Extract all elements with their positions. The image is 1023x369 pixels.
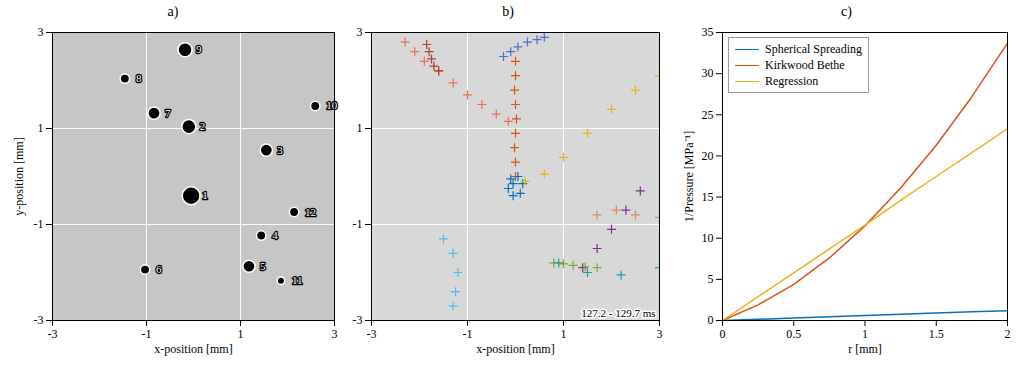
- svg-text:7: 7: [165, 107, 171, 119]
- svg-text:1/Pressure [MPa⁻¹]: 1/Pressure [MPa⁻¹]: [682, 131, 696, 222]
- svg-text:25: 25: [702, 108, 714, 122]
- html-text:c): c): [841, 4, 852, 19]
- html-text:Regression: Regression: [765, 73, 819, 88]
- svg-text:127.2 - 129.7 ms: 127.2 - 129.7 ms: [581, 307, 655, 319]
- svg-text:1: 1: [202, 189, 208, 201]
- svg-text:3: 3: [38, 25, 44, 39]
- svg-text:-3: -3: [367, 327, 377, 341]
- svg-text:15: 15: [702, 190, 714, 204]
- svg-text:1: 1: [862, 327, 868, 341]
- svg-text:-1: -1: [463, 327, 473, 341]
- svg-text:y-position [mm]: y-position [mm]: [12, 137, 26, 215]
- svg-text:4: 4: [272, 229, 278, 241]
- svg-text:x-position [mm]: x-position [mm]: [476, 342, 554, 356]
- html-text:Kirkwood Bethe: Kirkwood Bethe: [765, 57, 845, 72]
- html-text:b): b): [502, 4, 514, 19]
- svg-text:3: 3: [357, 25, 363, 39]
- svg-text:20: 20: [702, 149, 714, 163]
- html-text:Spherical Spreading: Spherical Spreading: [765, 41, 862, 56]
- svg-text:3: 3: [277, 144, 283, 156]
- svg-text:-3: -3: [353, 313, 363, 327]
- svg-text:0: 0: [708, 313, 714, 327]
- svg-text:2: 2: [200, 120, 206, 132]
- svg-text:0.5: 0.5: [786, 327, 801, 341]
- svg-text:10: 10: [326, 99, 338, 111]
- svg-text:x-position [mm]: x-position [mm]: [154, 342, 232, 356]
- svg-text:1: 1: [238, 327, 244, 341]
- svg-text:3: 3: [332, 327, 338, 341]
- svg-text:10: 10: [702, 231, 714, 245]
- svg-text:30: 30: [702, 66, 714, 80]
- svg-text:5: 5: [708, 272, 714, 286]
- svg-text:6: 6: [156, 263, 162, 275]
- svg-text:-3: -3: [48, 327, 58, 341]
- html-text:a): a): [167, 4, 179, 19]
- svg-text:11: 11: [292, 274, 303, 286]
- svg-text:-1: -1: [353, 217, 363, 231]
- svg-text:8: 8: [136, 72, 142, 84]
- svg-text:2: 2: [1005, 327, 1011, 341]
- svg-text:0: 0: [720, 327, 726, 341]
- svg-text:r [mm]: r [mm]: [848, 342, 882, 356]
- svg-text:1: 1: [561, 327, 567, 341]
- svg-text:-1: -1: [34, 217, 44, 231]
- svg-text:3: 3: [657, 327, 663, 341]
- svg-text:-1: -1: [142, 327, 152, 341]
- svg-text:1.5: 1.5: [929, 327, 944, 341]
- svg-text:12: 12: [305, 206, 316, 218]
- svg-text:1: 1: [357, 121, 363, 135]
- svg-text:-3: -3: [34, 313, 44, 327]
- svg-text:1: 1: [38, 121, 44, 135]
- svg-text:35: 35: [702, 25, 714, 39]
- svg-text:5: 5: [260, 260, 266, 272]
- svg-text:9: 9: [196, 43, 202, 55]
